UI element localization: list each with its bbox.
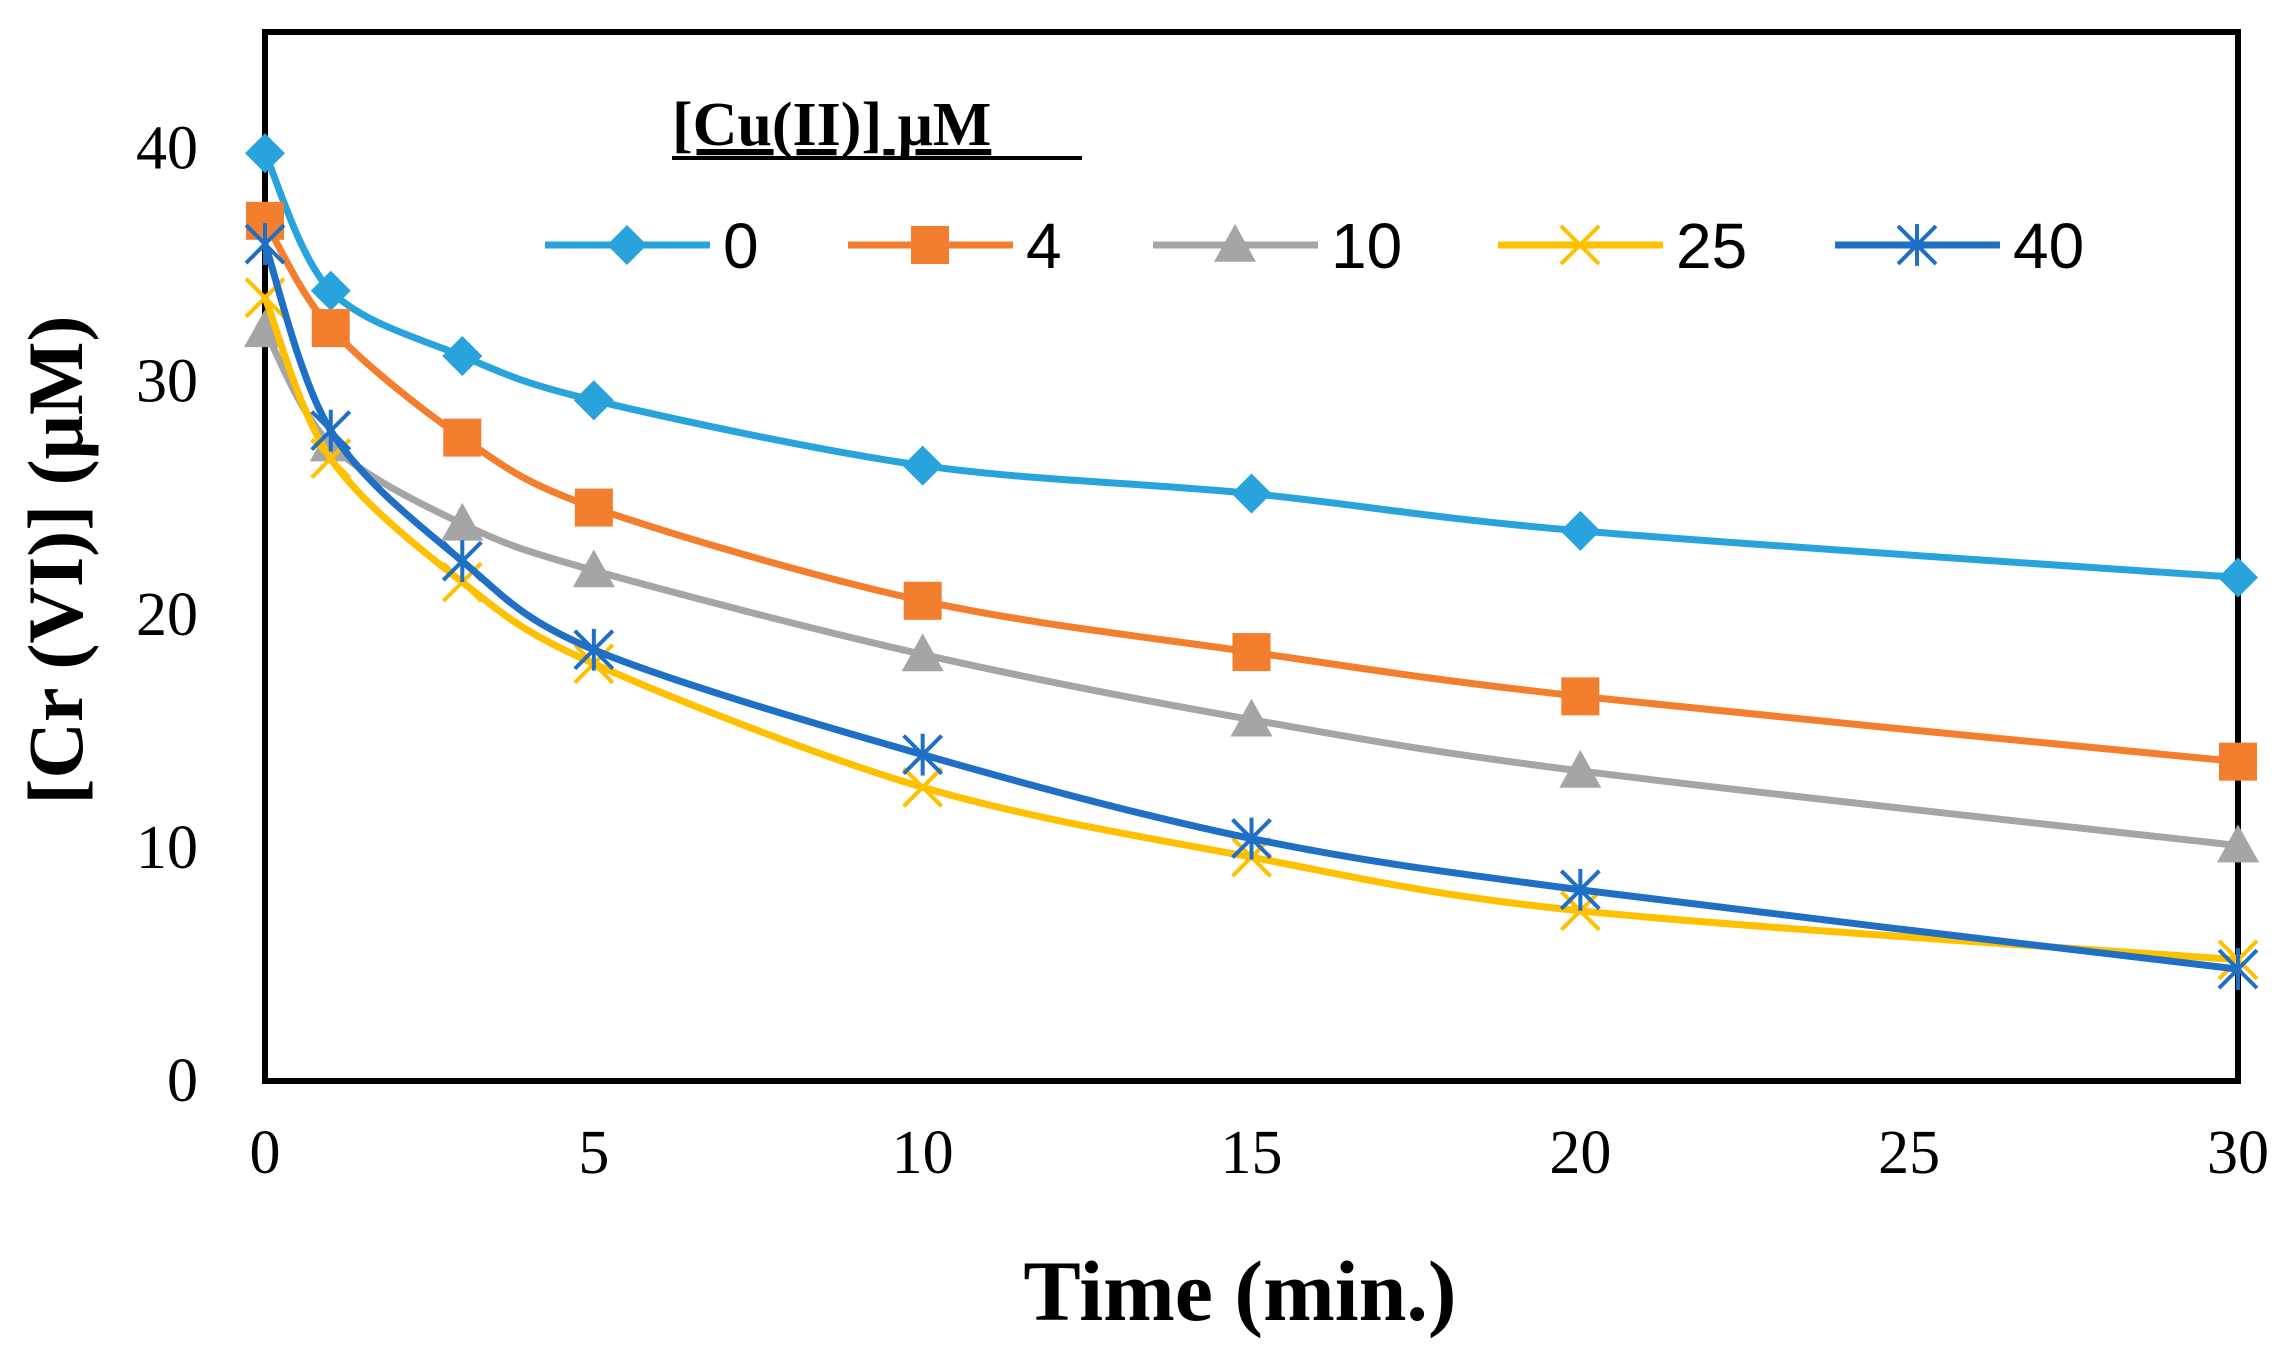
- legend-marker-40: [1896, 224, 1938, 266]
- y-tick-label-40: 40: [136, 115, 198, 183]
- data-point-4-t10: [903, 581, 942, 620]
- data-point-4-t5: [574, 488, 613, 527]
- data-point-0-t20: [1560, 510, 1601, 551]
- data-point-40-t1: [310, 409, 352, 452]
- series-40: [244, 223, 2259, 991]
- data-point-0-t5: [573, 380, 614, 421]
- data-point-0-t1: [310, 270, 351, 311]
- data-point-4-t30: [2219, 742, 2257, 781]
- data-point-10-t5: [572, 549, 615, 588]
- legend-marker-10: [1214, 224, 1256, 262]
- data-point-10-t3: [441, 502, 484, 541]
- data-point-40-t30: [2217, 948, 2259, 991]
- data-point-10-t20: [1559, 749, 1602, 788]
- data-point-0-t10: [902, 445, 943, 486]
- data-point-40-t15: [1231, 817, 1272, 860]
- x-tick-label-20: 20: [1549, 1119, 1611, 1187]
- x-axis-ticks: 0 5 10 15 20 25 30: [250, 1119, 2270, 1187]
- data-point-0-t3: [442, 336, 483, 377]
- legend-entry-25: 25: [1498, 210, 1747, 282]
- data-point-40-t3: [441, 540, 483, 583]
- series-0: [245, 133, 2258, 598]
- legend-entry-40: 40: [1835, 210, 2084, 282]
- data-point-25-t10-stroke-b: [902, 766, 944, 808]
- legend-entries: 0 4 10 25 40: [545, 210, 2084, 282]
- data-point-40-t10: [902, 733, 944, 776]
- y-tick-label-30: 30: [136, 348, 198, 416]
- x-tick-label-0: 0: [250, 1119, 281, 1187]
- legend: [Cu(II)] μM 0 4 10 25 40: [545, 91, 2084, 282]
- legend-marker-4: [911, 226, 949, 264]
- x-axis-title: Time (min.): [1023, 1243, 1456, 1339]
- data-point-0-t30: [2218, 557, 2258, 598]
- x-tick-label-30: 30: [2207, 1119, 2269, 1187]
- legend-entry-10: 10: [1153, 210, 1402, 282]
- series-layer: [244, 133, 2259, 991]
- legend-marker-25: [1559, 224, 1601, 266]
- series-10: [244, 309, 2259, 863]
- legend-marker-0: [607, 225, 647, 265]
- legend-label-4: 4: [1026, 210, 1062, 282]
- data-point-0-t15: [1231, 473, 1272, 514]
- data-point-4-t1: [311, 309, 350, 348]
- x-tick-label-15: 15: [1221, 1119, 1283, 1187]
- data-point-10-t30: [2217, 824, 2259, 863]
- legend-marker-25-stroke-b: [1559, 224, 1601, 266]
- data-point-0-t0: [245, 133, 285, 174]
- data-point-10-t15: [1230, 698, 1273, 737]
- legend-entry-4: 4: [848, 210, 1062, 282]
- data-point-4-t20: [1561, 677, 1600, 716]
- legend-label-10: 10: [1331, 210, 1402, 282]
- data-point-40-t20: [1559, 868, 1601, 911]
- data-point-10-t10: [901, 633, 944, 672]
- plot-frame: [262, 29, 2241, 1084]
- y-tick-label-10: 10: [136, 814, 198, 882]
- data-point-4-t15: [1232, 633, 1271, 672]
- series-line-25: [261, 294, 2242, 964]
- data-point-4-t3: [443, 418, 482, 457]
- legend-label-0: 0: [723, 210, 759, 282]
- legend-label-25: 25: [1676, 210, 1747, 282]
- x-tick-label-10: 10: [892, 1119, 954, 1187]
- series-line-0: [261, 149, 2242, 581]
- data-point-25-t10: [902, 766, 944, 808]
- data-point-40-t0: [244, 223, 286, 266]
- data-point-40-t5: [573, 628, 615, 671]
- x-tick-label-25: 25: [1878, 1119, 1940, 1187]
- y-tick-label-20: 20: [136, 581, 198, 649]
- data-point-25-t20: [1559, 890, 1601, 932]
- x-tick-label-5: 5: [578, 1119, 609, 1187]
- y-tick-label-0: 0: [167, 1047, 198, 1115]
- legend-label-40: 40: [2013, 210, 2084, 282]
- legend-entry-0: 0: [545, 210, 759, 282]
- y-axis-ticks: 0 10 20 30 40: [136, 115, 198, 1115]
- data-point-25-t20-stroke-b: [1559, 890, 1601, 932]
- legend-title: [Cu(II)] μM: [672, 91, 991, 159]
- series-line-10: [261, 326, 2242, 850]
- y-axis-title: [Cr (VI)] (μM): [12, 316, 99, 805]
